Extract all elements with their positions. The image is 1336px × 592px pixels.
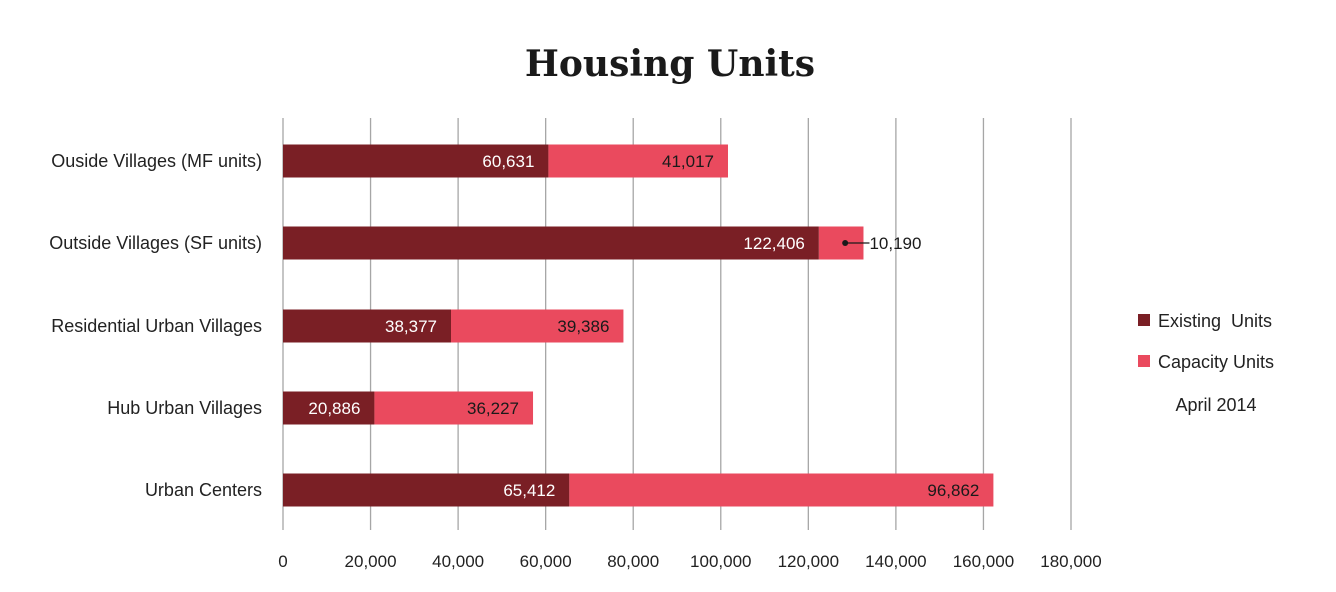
x-tick-label: 160,000 — [953, 552, 1014, 571]
x-tick-label: 0 — [278, 552, 287, 571]
x-tick-label: 180,000 — [1040, 552, 1101, 571]
legend: Existing Units Capacity Units April 2014 — [1138, 311, 1274, 415]
data-label-capacity: 41,017 — [662, 152, 714, 171]
data-label-existing: 38,377 — [385, 317, 437, 336]
category-label: Urban Centers — [145, 480, 262, 500]
legend-label-existing: Existing Units — [1158, 311, 1272, 331]
category-label: Residential Urban Villages — [51, 316, 262, 336]
bar-existing — [283, 473, 570, 507]
data-label-capacity: 96,862 — [927, 481, 979, 500]
bar-capacity — [374, 391, 534, 425]
bar-existing — [283, 144, 549, 178]
x-axis-ticks: 0 20,000 40,000 60,000 80,000 100,000 120,000 1… — [278, 552, 1101, 571]
category-label: Hub Urban Villages — [107, 398, 262, 418]
x-tick-label: 100,000 — [690, 552, 751, 571]
legend-swatch-existing — [1138, 314, 1150, 326]
bars: 60,631 41,017 122,406 10,190 38,377 39,386 20,… — [283, 144, 994, 507]
legend-swatch-capacity — [1138, 355, 1150, 367]
bar-capacity — [569, 473, 994, 507]
x-tick-label: 80,000 — [607, 552, 659, 571]
x-tick-label: 60,000 — [520, 552, 572, 571]
x-tick-label: 40,000 — [432, 552, 484, 571]
bar-capacity — [548, 144, 728, 178]
x-tick-label: 20,000 — [345, 552, 397, 571]
data-label-existing: 65,412 — [503, 481, 555, 500]
x-tick-label: 120,000 — [778, 552, 839, 571]
bar-capacity — [451, 309, 624, 343]
legend-note-date: April 2014 — [1175, 395, 1256, 415]
data-label-capacity: 36,227 — [467, 399, 519, 418]
bar-existing — [283, 226, 819, 260]
legend-label-capacity: Capacity Units — [1158, 352, 1274, 372]
data-label-capacity: 10,190 — [869, 234, 921, 253]
y-axis-categories: Ouside Villages (MF units) Outside Villag… — [49, 151, 262, 500]
gridlines — [282, 118, 1072, 530]
data-label-existing: 60,631 — [482, 152, 534, 171]
chart-title: Housing Units — [525, 43, 815, 85]
category-label: Ouside Villages (MF units) — [51, 151, 262, 171]
data-label-existing: 20,886 — [308, 399, 360, 418]
bar-existing — [283, 309, 452, 343]
data-label-existing: 122,406 — [743, 234, 804, 253]
x-tick-label: 140,000 — [865, 552, 926, 571]
data-label-capacity: 39,386 — [557, 317, 609, 336]
category-label: Outside Villages (SF units) — [49, 233, 262, 253]
bar-existing — [283, 391, 375, 425]
